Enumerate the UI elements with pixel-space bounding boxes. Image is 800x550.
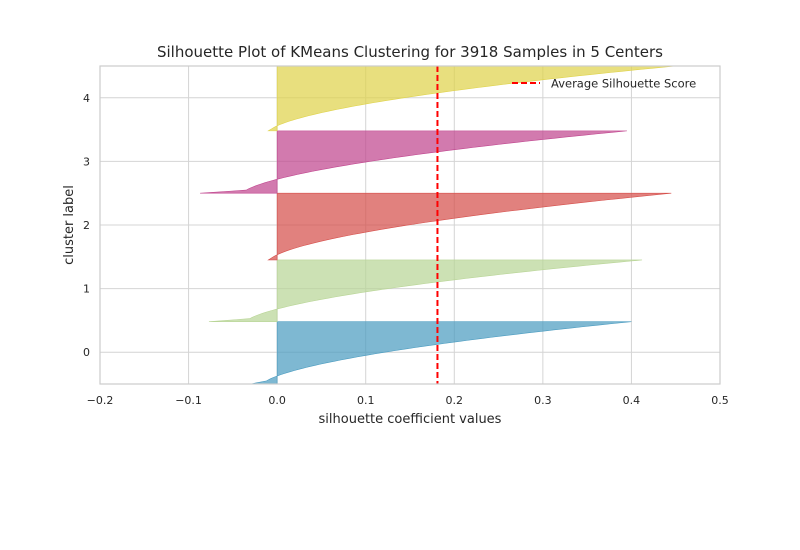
x-tick-label: −0.1 <box>175 394 202 407</box>
silhouette-band-cluster-4 <box>267 66 676 132</box>
y-tick-label: 1 <box>83 283 90 296</box>
x-tick-label: 0.0 <box>268 394 286 407</box>
x-tick-label: 0.5 <box>711 394 729 407</box>
x-axis-ticks: −0.2 −0.1 0.0 0.1 0.2 0.3 0.4 0.5 <box>87 394 729 407</box>
y-tick-label: 3 <box>83 155 90 168</box>
y-tick-label: 0 <box>83 346 90 359</box>
silhouette-band-cluster-1 <box>208 259 643 322</box>
x-tick-label: 0.4 <box>623 394 641 407</box>
silhouette-band-cluster-0 <box>250 321 632 384</box>
x-axis-label: silhouette coefficient values <box>319 412 502 427</box>
x-tick-label: 0.1 <box>357 394 375 407</box>
legend: Average Silhouette Score <box>512 77 696 91</box>
y-axis-label: cluster label <box>62 185 77 265</box>
silhouette-band-cluster-2 <box>267 192 672 261</box>
y-axis-ticks: 0 1 2 3 4 <box>83 92 90 359</box>
silhouette-band-cluster-3 <box>200 130 628 194</box>
y-tick-label: 2 <box>83 219 90 232</box>
x-tick-label: 0.3 <box>534 394 552 407</box>
chart-title: Silhouette Plot of KMeans Clustering for… <box>157 43 663 61</box>
x-tick-label: −0.2 <box>87 394 114 407</box>
x-tick-label: 0.2 <box>446 394 464 407</box>
plot-frame <box>99 65 721 385</box>
y-tick-label: 4 <box>83 92 90 105</box>
legend-average-label: Average Silhouette Score <box>551 77 696 91</box>
silhouette-bands <box>200 66 676 384</box>
